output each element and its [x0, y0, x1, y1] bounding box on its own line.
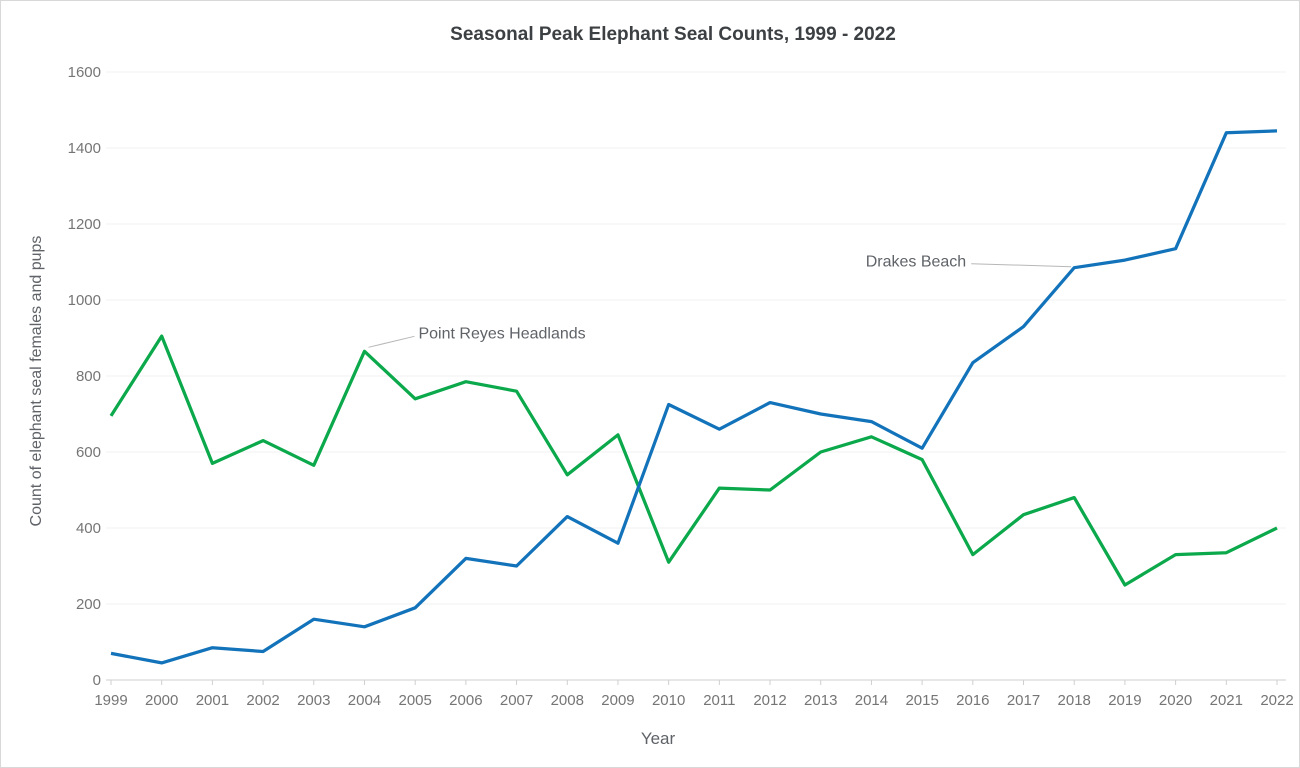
series-line-drakes-beach	[110, 129, 1278, 665]
x-tick-label-2002: 2002	[246, 692, 279, 709]
annotation-connector-drakes-beach	[971, 263, 1072, 268]
x-tick-label-2014: 2014	[855, 692, 888, 709]
y-tick-label-200: 200	[76, 596, 101, 613]
annotation-connector-point-reyes-headlands	[368, 335, 415, 348]
x-tick-label-2013: 2013	[804, 692, 837, 709]
y-tick-label-1400: 1400	[68, 140, 101, 157]
x-tick-label-2009: 2009	[601, 692, 634, 709]
annotation-label-drakes-beach: Drakes Beach	[866, 254, 967, 271]
x-tick-label-2012: 2012	[753, 692, 786, 709]
x-tick-label-2016: 2016	[956, 692, 989, 709]
x-tick-label-2015: 2015	[905, 692, 938, 709]
x-tick-label-2005: 2005	[398, 692, 431, 709]
y-tick-label-400: 400	[76, 520, 101, 537]
series-line-point-reyes-headlands	[109, 334, 1278, 587]
y-tick-label-0: 0	[93, 672, 101, 689]
x-tick-label-2007: 2007	[500, 692, 533, 709]
y-tick-label-1600: 1600	[68, 64, 101, 81]
x-tick-label-2022: 2022	[1260, 692, 1293, 709]
plot-area: 0 200 400 600 800 1000 1200 1400 1600 1999 2000 200…	[68, 64, 1294, 709]
x-tick-label-2010: 2010	[652, 692, 685, 709]
x-tick-label-2021: 2021	[1210, 692, 1243, 709]
y-tick-label-600: 600	[76, 444, 101, 461]
y-tick-label-1000: 1000	[68, 292, 101, 309]
x-tick-label-2019: 2019	[1108, 692, 1141, 709]
y-tick-label-1200: 1200	[68, 216, 101, 233]
y-axis-title: Count of elephant seal females and pups	[28, 236, 45, 527]
x-tick-label-2017: 2017	[1007, 692, 1040, 709]
x-tick-label-2006: 2006	[449, 692, 482, 709]
x-tick-label-2004: 2004	[348, 692, 381, 709]
x-tick-label-1999: 1999	[94, 692, 127, 709]
annotation-label-point-reyes-headlands: Point Reyes Headlands	[418, 325, 585, 342]
x-tick-label-2000: 2000	[145, 692, 178, 709]
x-tick-label-2003: 2003	[297, 692, 330, 709]
x-tick-label-2001: 2001	[196, 692, 229, 709]
chart-title: Seasonal Peak Elephant Seal Counts, 1999…	[450, 24, 896, 45]
x-tick-label-2020: 2020	[1159, 692, 1192, 709]
x-axis-title: Year	[641, 729, 676, 748]
y-tick-label-800: 800	[76, 368, 101, 385]
x-tick-label-2018: 2018	[1058, 692, 1091, 709]
x-tick-label-2011: 2011	[703, 692, 735, 709]
x-tick-label-2008: 2008	[551, 692, 584, 709]
